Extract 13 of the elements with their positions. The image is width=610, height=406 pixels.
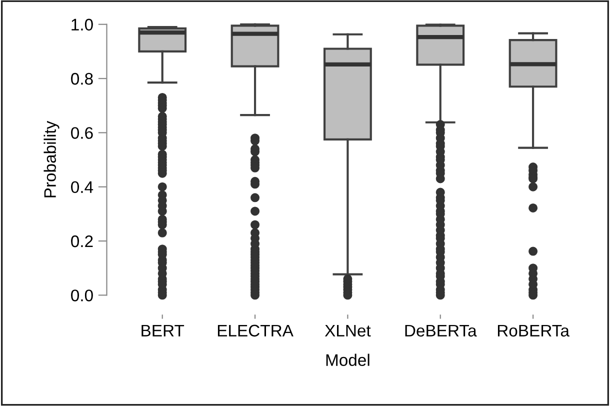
x-tick-label: RoBERTa xyxy=(498,324,570,337)
y-axis-title: Probability xyxy=(44,120,60,198)
x-tick-label: BERT xyxy=(142,324,184,336)
x-axis-title: Model xyxy=(326,354,370,366)
x-tick-label: XLNet xyxy=(324,324,371,337)
y-tick-label: 0.8 xyxy=(71,72,93,85)
y-tick-label: 0.4 xyxy=(71,181,94,194)
x-tick-label: DeBERTa xyxy=(405,324,477,337)
x-tick-label: ELECTRA xyxy=(218,324,294,337)
y-tick-label: 0.0 xyxy=(71,290,93,302)
y-tick-label: 0.2 xyxy=(71,235,93,248)
y-tick-label: 0.6 xyxy=(71,127,93,139)
y-tick-label: 1.0 xyxy=(72,18,93,31)
